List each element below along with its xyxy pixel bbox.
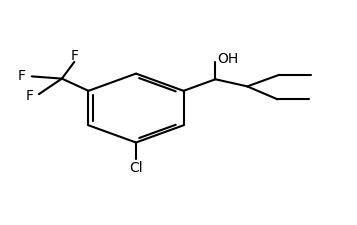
Text: Cl: Cl [129, 161, 143, 175]
Text: F: F [17, 69, 25, 83]
Text: F: F [71, 50, 79, 63]
Text: F: F [26, 89, 34, 104]
Text: OH: OH [217, 52, 238, 66]
